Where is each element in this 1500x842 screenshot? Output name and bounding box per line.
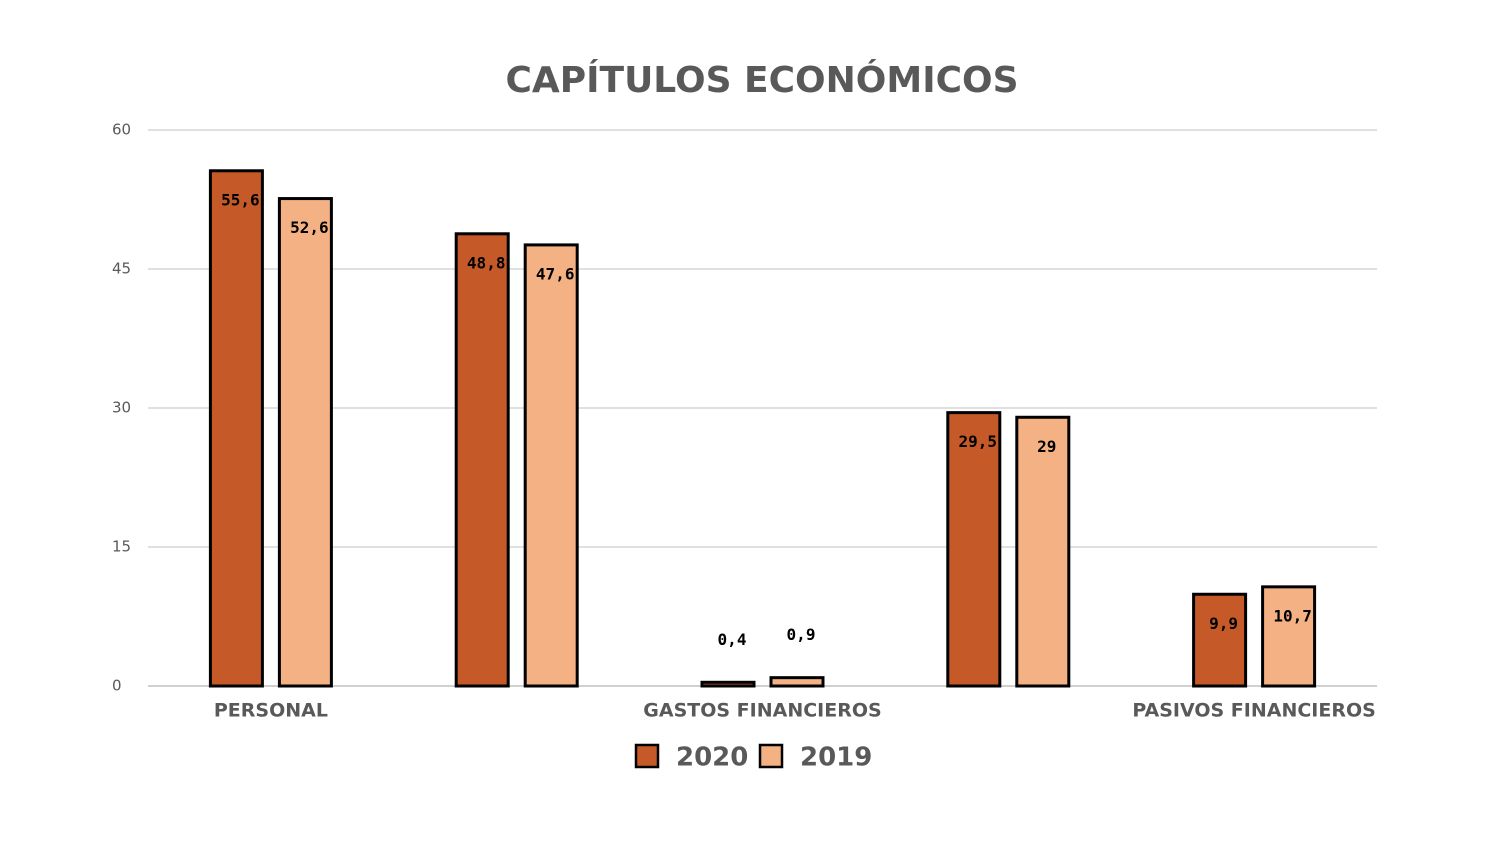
x-tick-label: GASTOS FINANCIEROS [643, 700, 881, 722]
bar [1261, 585, 1317, 688]
chart-title: CAPÍTULOS ECONÓMICOS [505, 59, 1018, 101]
value-label: 55,6 [221, 190, 260, 209]
x-tick-label: PASIVOS FINANCIEROS [1132, 700, 1375, 722]
y-tick-label: 15 [112, 538, 131, 556]
bar [277, 197, 333, 688]
legend-label: 2020 [676, 743, 748, 773]
value-label: 52,6 [290, 218, 329, 237]
value-label: 9,9 [1209, 614, 1238, 633]
bar [946, 411, 1002, 688]
bar [700, 680, 756, 688]
value-label: 29 [1037, 437, 1056, 456]
x-tick-label: PERSONAL [214, 700, 328, 722]
value-label: 10,7 [1273, 606, 1312, 625]
y-tick-label: 45 [112, 260, 131, 278]
bar [454, 232, 510, 688]
bar [1015, 415, 1071, 688]
legend-swatch [758, 743, 784, 769]
value-label: 0,9 [787, 625, 816, 644]
legend-label: 2019 [800, 743, 872, 773]
y-tick-label: 0 [112, 677, 122, 695]
bar [1192, 592, 1248, 688]
value-label: 29,5 [959, 432, 998, 451]
legend-swatch [634, 743, 660, 769]
y-tick-label: 30 [112, 399, 131, 417]
y-tick-label: 60 [112, 121, 131, 139]
bar [208, 169, 264, 688]
value-label: 47,6 [536, 264, 575, 283]
bar [523, 243, 579, 688]
bar [769, 676, 825, 688]
value-label: 48,8 [467, 253, 506, 272]
value-label: 0,4 [718, 630, 747, 649]
